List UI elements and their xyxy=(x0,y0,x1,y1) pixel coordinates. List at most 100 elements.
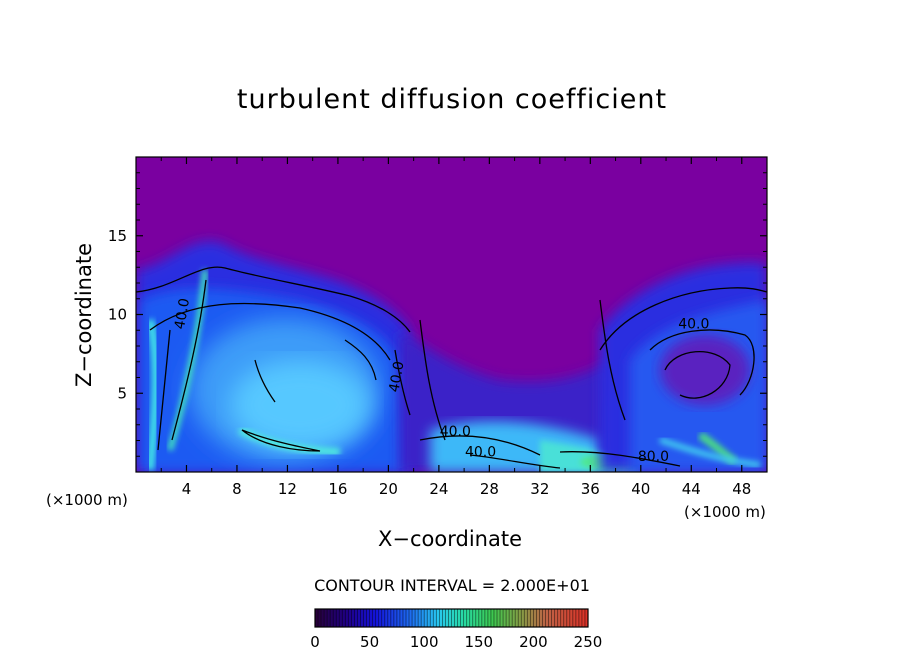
colorbar-segment xyxy=(503,609,507,627)
x-tick-label: 28 xyxy=(480,480,499,498)
colorbar-segment xyxy=(366,609,370,627)
colorbar-segment xyxy=(515,609,519,627)
chart-title: turbulent diffusion coefficient xyxy=(236,84,668,115)
colorbar-segment xyxy=(348,609,352,627)
colorbar-segment xyxy=(318,609,322,627)
colorbar-segment xyxy=(484,609,489,627)
y-tick-label: 10 xyxy=(108,306,127,324)
x-tick-label: 32 xyxy=(530,480,549,498)
colorbar-segment xyxy=(418,609,422,627)
y-axis-ticks: 5 10 15 xyxy=(108,172,767,457)
y-tick-label: 15 xyxy=(108,227,127,245)
x-tick-label: 4 xyxy=(182,480,192,498)
colorbar-segment xyxy=(560,609,565,627)
colorbar-segment xyxy=(402,609,407,627)
colorbar-segment xyxy=(372,609,376,627)
colorbar-segment xyxy=(533,609,537,627)
colorbar-segment xyxy=(524,609,528,627)
colorbar-segment xyxy=(548,609,552,627)
colorbar-segment xyxy=(333,609,337,627)
x-tick-label: 16 xyxy=(328,480,347,498)
colorbar-segment xyxy=(457,609,461,627)
colorbar-segment xyxy=(557,609,561,627)
colorbar-segment xyxy=(512,609,516,627)
colorbar-segment xyxy=(527,609,531,627)
colorbar-segment xyxy=(493,609,498,627)
colorbar-segment xyxy=(584,609,589,627)
x-tick-label: 44 xyxy=(682,480,701,498)
colorbar-segment xyxy=(412,609,416,627)
x-unit-label: (×1000 m) xyxy=(684,503,766,521)
colorbar-segment xyxy=(487,609,492,627)
colorbar-segment xyxy=(390,609,395,627)
colorbar-segment xyxy=(478,609,483,627)
colorbar-segment xyxy=(445,609,449,627)
colorbar-segment xyxy=(563,609,568,627)
colorbar-segment xyxy=(396,609,401,627)
colorbar-segment xyxy=(500,609,504,627)
x-axis-ticks: 4 8 12 16 20 24 28 32 36 40 44 48 xyxy=(160,157,751,498)
field-image: 40.0 40.0 40.0 40.0 80.0 40.0 xyxy=(136,157,767,472)
colorbar-tick-label: 100 xyxy=(410,633,439,651)
contour-label: 40.0 xyxy=(678,317,709,333)
colorbar-tick-label: 0 xyxy=(310,633,320,651)
colorbar-segment xyxy=(497,609,501,627)
colorbar-segment xyxy=(578,609,583,627)
x-tick-label: 40 xyxy=(631,480,650,498)
colorbar-segment xyxy=(475,609,480,627)
colorbar-segment xyxy=(466,609,470,627)
colorbar-segment xyxy=(463,609,467,627)
colorbar-segment xyxy=(469,609,474,627)
colorbar-segment xyxy=(460,609,464,627)
colorbar-segment xyxy=(545,609,549,627)
colorbar-segment xyxy=(436,609,440,627)
colorbar-segment xyxy=(490,609,495,627)
colorbar-segment xyxy=(472,609,477,627)
z-unit-label: (×1000 m) xyxy=(46,491,128,509)
contour-label: 40.0 xyxy=(386,360,407,393)
colorbar-segment xyxy=(375,609,379,627)
colorbar-segment xyxy=(424,609,428,627)
colorbar-segment xyxy=(327,609,331,627)
colorbar-segment xyxy=(369,609,373,627)
colorbar-segment xyxy=(518,609,522,627)
y-tick-label: 5 xyxy=(117,384,127,402)
colorbar-segment xyxy=(357,609,361,627)
colorbar-frame xyxy=(314,608,589,628)
colorbar-segment xyxy=(430,609,434,627)
colorbar-tick-label: 150 xyxy=(464,633,493,651)
colorbar: 0 50 100 150 200 250 xyxy=(310,608,603,651)
colorbar-segment xyxy=(415,609,419,627)
colorbar-tick-label: 50 xyxy=(360,633,379,651)
colorbar-segment xyxy=(539,609,543,627)
colorbar-segment xyxy=(421,609,425,627)
x-tick-label: 20 xyxy=(379,480,398,498)
colorbar-segment xyxy=(433,609,437,627)
colorbar-segment xyxy=(315,609,319,627)
colorbar-segment xyxy=(399,609,404,627)
contour-label: 80.0 xyxy=(638,449,669,465)
colorbar-segment xyxy=(354,609,358,627)
x-tick-label: 36 xyxy=(581,480,600,498)
colorbar-segment xyxy=(448,609,452,627)
colorbar-segment xyxy=(360,609,364,627)
contour-label: 40.0 xyxy=(465,444,496,460)
colorbar-segment xyxy=(387,609,392,627)
colorbar-segment xyxy=(481,609,486,627)
colorbar-segment xyxy=(569,609,574,627)
x-tick-label: 12 xyxy=(278,480,297,498)
colorbar-segment xyxy=(454,609,458,627)
colorbar-segment xyxy=(530,609,534,627)
contour-label: 40.0 xyxy=(440,424,471,440)
x-tick-label: 48 xyxy=(732,480,751,498)
colorbar-segment xyxy=(575,609,580,627)
colorbar-segment xyxy=(439,609,443,627)
colorbar-tick-label: 250 xyxy=(574,633,603,651)
x-tick-label: 24 xyxy=(429,480,448,498)
colorbar-segment xyxy=(336,609,340,627)
colorbar-segment xyxy=(339,609,343,627)
colorbar-segment xyxy=(330,609,334,627)
colorbar-segment xyxy=(542,609,546,627)
colorbar-segment xyxy=(536,609,540,627)
